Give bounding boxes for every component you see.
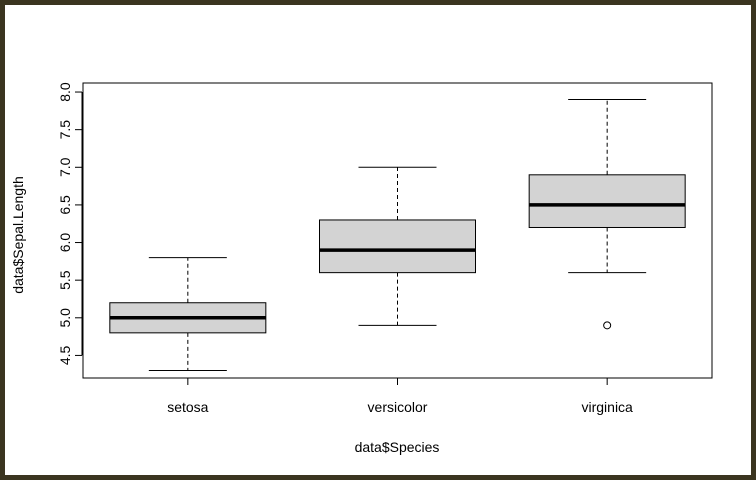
- x-tick-label: virginica: [581, 399, 633, 415]
- iqr-box: [528, 174, 686, 228]
- box-setosa: [109, 257, 267, 371]
- plot-frame: 4.5 5.0 5.5 6.0 6.5 7.0 7.5 8.0 setosa versicolo…: [5, 5, 751, 475]
- y-tick-label: 5.5: [57, 270, 73, 290]
- y-tick-label: 7.0: [57, 157, 73, 177]
- outlier-point: [603, 321, 612, 330]
- y-tick-label: 7.5: [57, 120, 73, 140]
- y-axis: 4.5 5.0 5.5 6.0 6.5 7.0 7.5 8.0: [57, 82, 83, 365]
- y-tick-label: 8.0: [57, 82, 73, 102]
- y-axis-label: data$Sepal.Length: [10, 176, 26, 294]
- box-virginica: [528, 99, 686, 330]
- y-tick-label: 4.5: [57, 345, 73, 365]
- x-tick-label: setosa: [167, 399, 208, 415]
- x-axis-label: data$Species: [355, 439, 440, 455]
- x-axis: setosa versicolor virginica: [167, 377, 633, 415]
- boxplot-chart: 4.5 5.0 5.5 6.0 6.5 7.0 7.5 8.0 setosa versicolo…: [10, 82, 713, 455]
- y-tick-label: 5.0: [57, 308, 73, 328]
- y-tick-label: 6.0: [57, 233, 73, 253]
- iqr-box: [319, 219, 476, 274]
- x-tick-label: versicolor: [368, 399, 428, 415]
- y-tick-label: 6.5: [57, 195, 73, 215]
- boxes-group: [109, 99, 686, 371]
- box-versicolor: [319, 166, 476, 326]
